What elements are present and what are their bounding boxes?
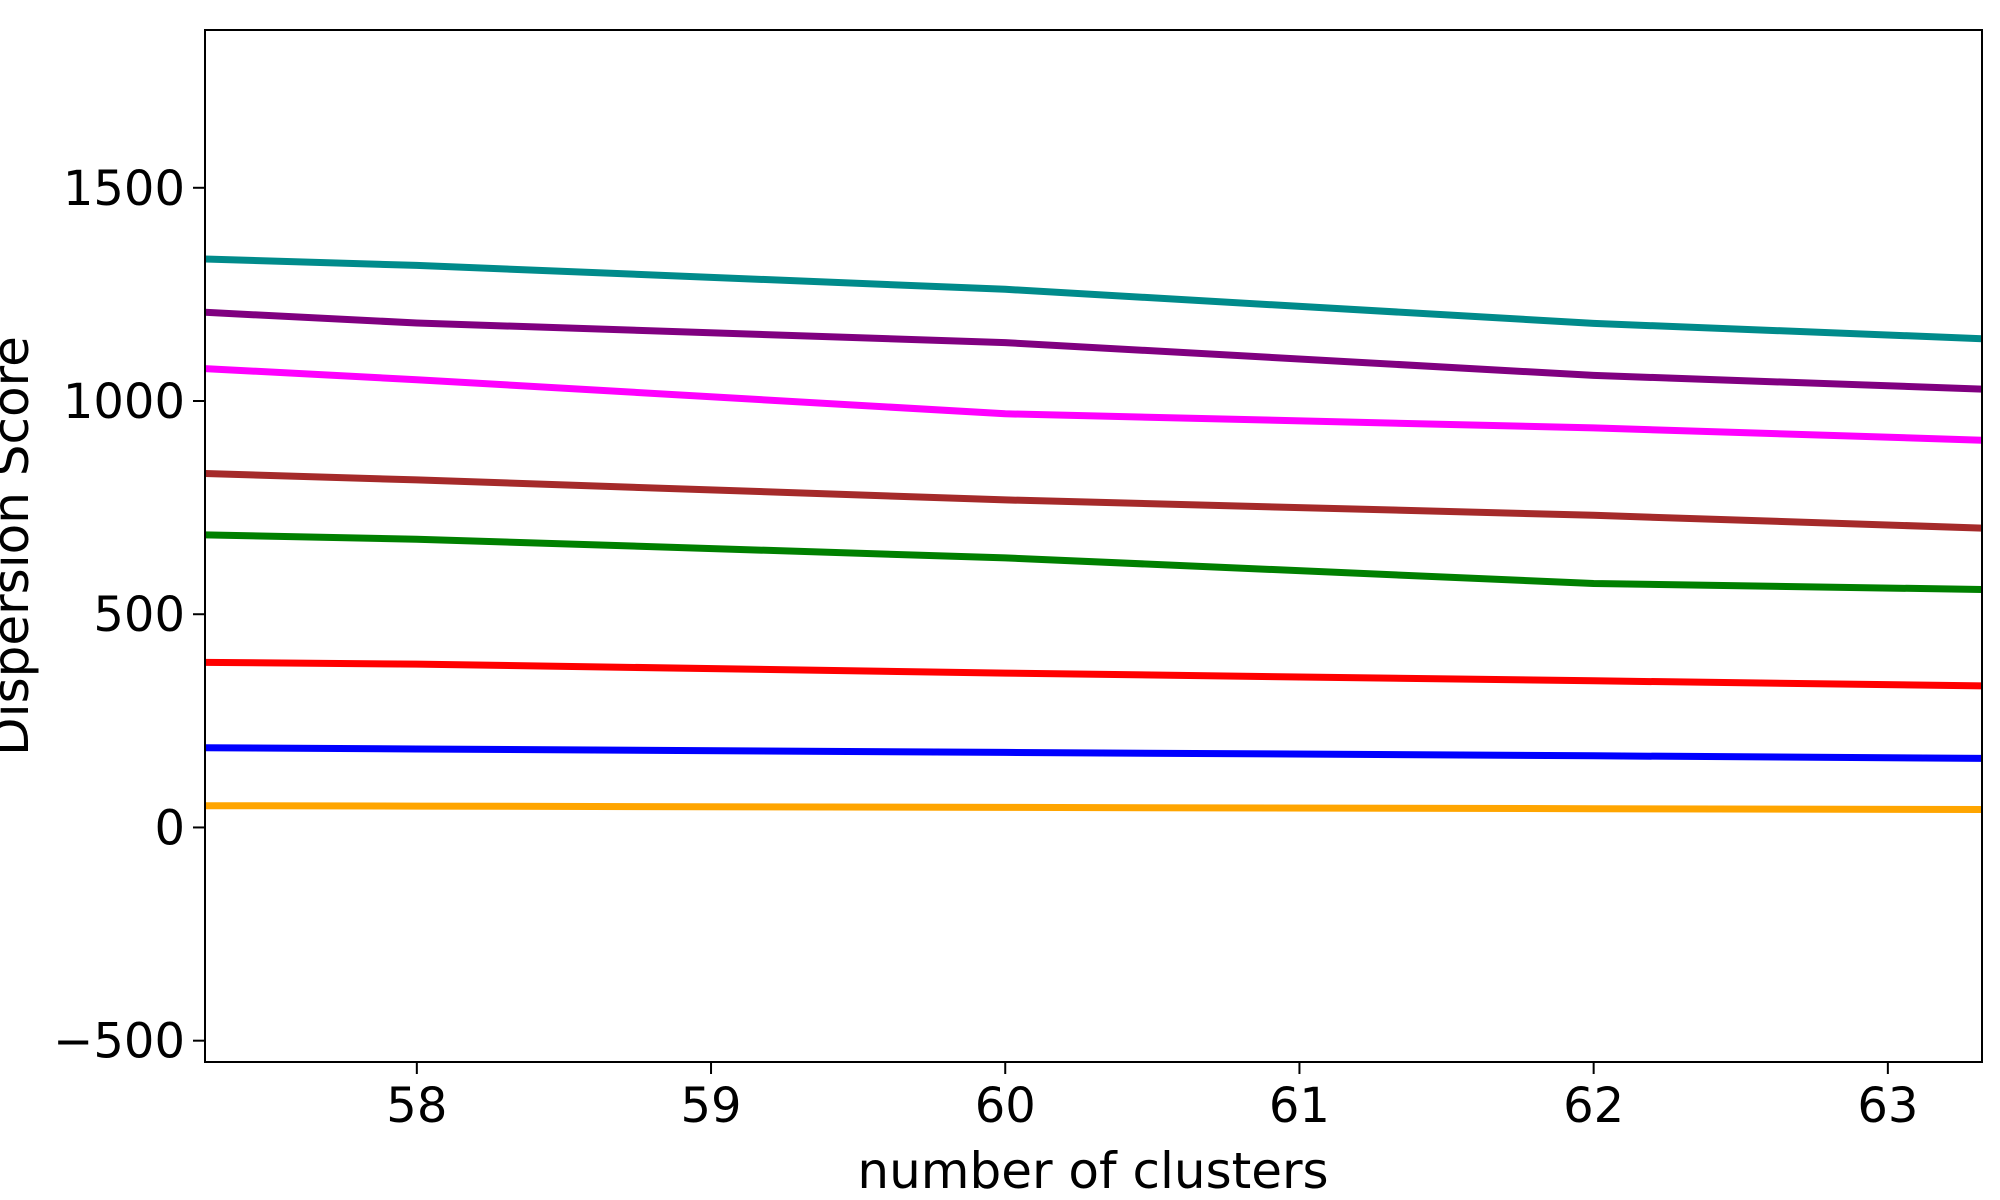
series-line-7 [204, 744, 1983, 762]
y-tick-label: 500 [93, 587, 185, 643]
y-axis-label: Dispersion Score [0, 336, 40, 756]
series-line-2 [204, 308, 1983, 393]
x-tick-label: 63 [1857, 1078, 1918, 1134]
series-line-8 [204, 802, 1983, 813]
series-line-4 [204, 470, 1983, 532]
plot-frame [204, 29, 1983, 1063]
series-line-1 [204, 255, 1983, 343]
y-tick-label: 1000 [63, 374, 185, 430]
y-tick-label: −500 [53, 1014, 185, 1070]
series-line-5 [204, 531, 1983, 593]
series-line-3 [204, 365, 1983, 444]
y-tick-label: 0 [154, 800, 185, 856]
y-axis: −500 0 500 1000 1500 [53, 161, 205, 1070]
x-tick-label: 62 [1563, 1078, 1624, 1134]
x-tick-label: 59 [680, 1078, 741, 1134]
x-axis-label: number of clusters [857, 1142, 1328, 1200]
x-tick-label: 58 [386, 1078, 447, 1134]
series-line-6 [204, 658, 1983, 690]
x-tick-label: 61 [1269, 1078, 1330, 1134]
x-tick-label: 60 [975, 1078, 1036, 1134]
series-layer [204, 255, 1983, 813]
y-tick-label: 1500 [63, 161, 185, 217]
x-axis: 58 59 60 61 62 63 [386, 1062, 1918, 1134]
